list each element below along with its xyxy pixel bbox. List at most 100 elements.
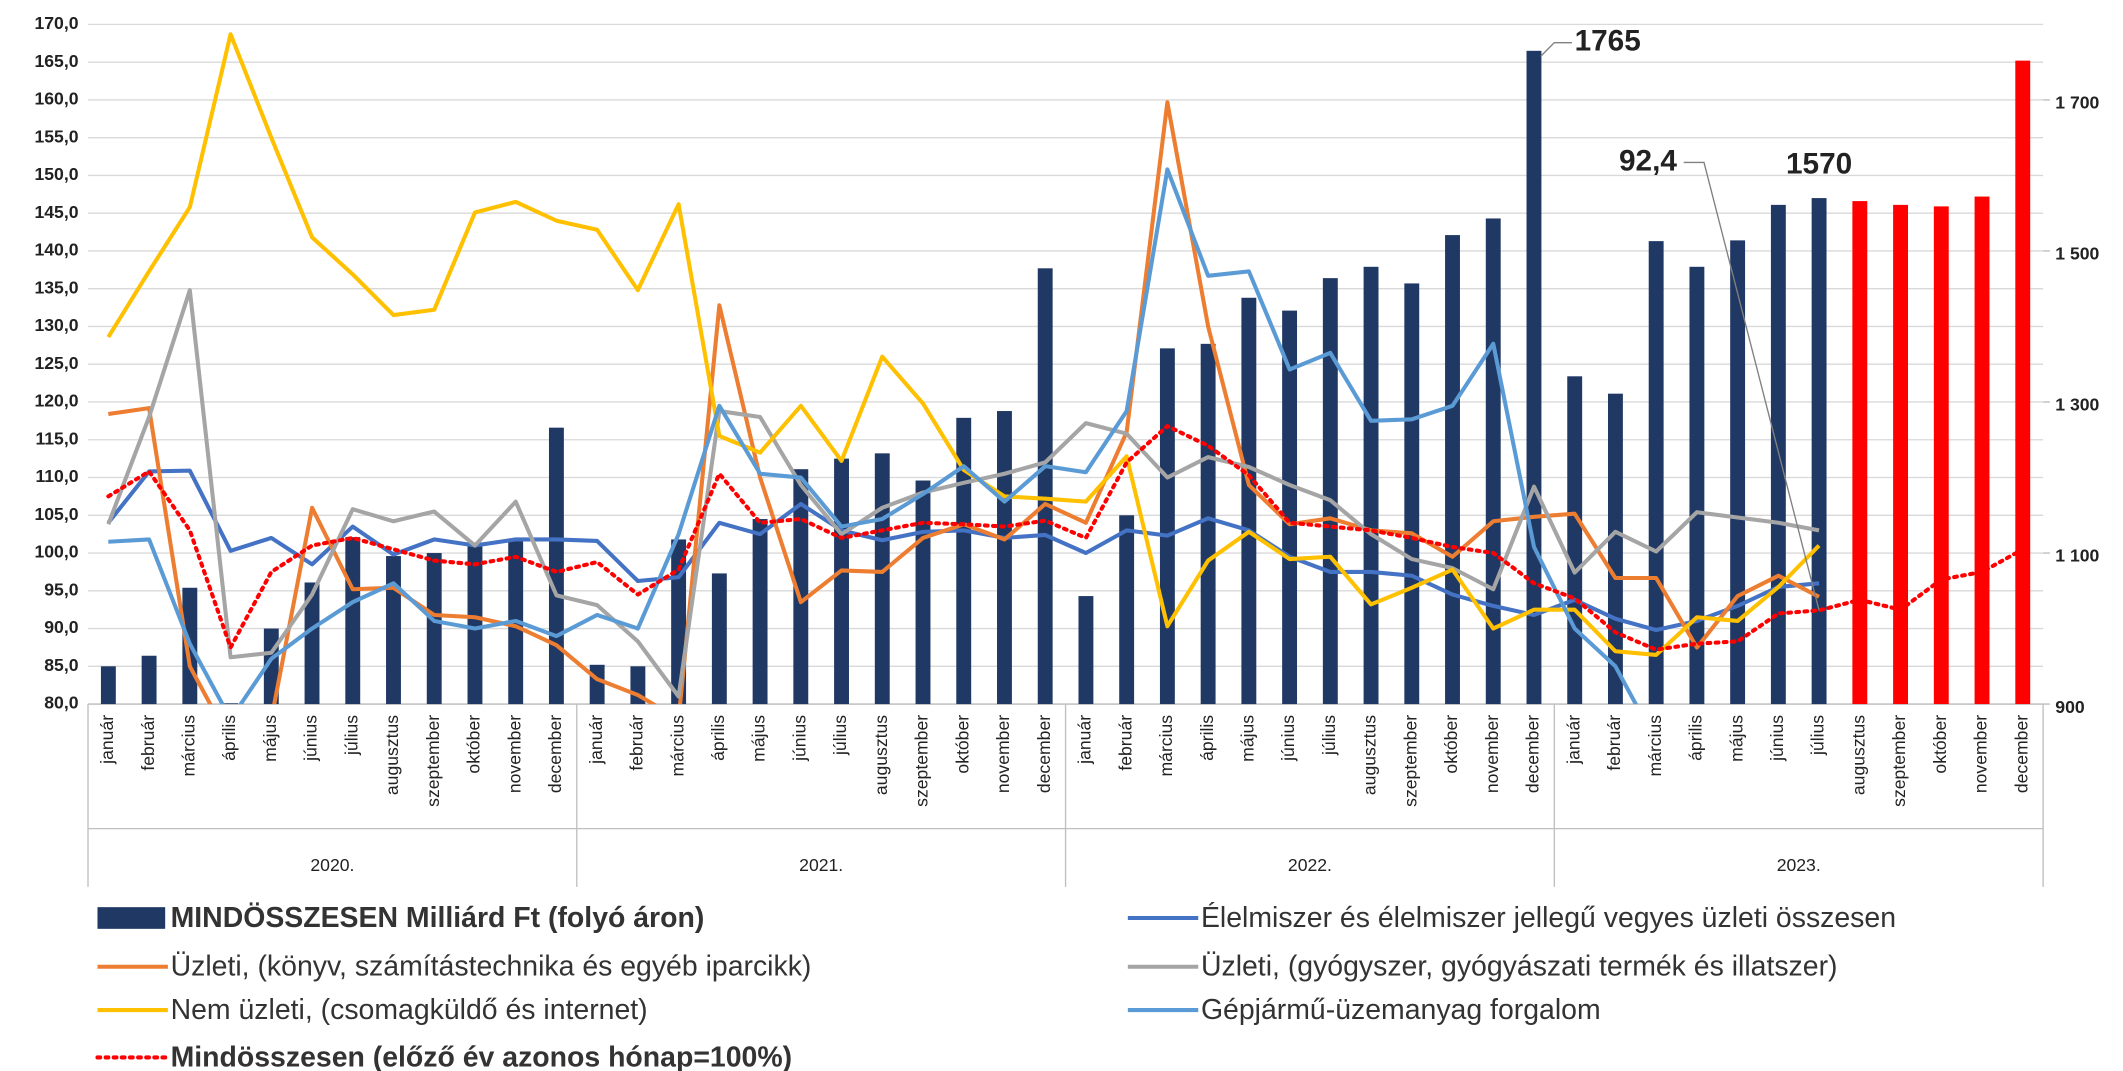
y-tick-label: 100,0 bbox=[34, 542, 78, 562]
bar bbox=[1322, 278, 1338, 705]
x-tick-label: június bbox=[1278, 715, 1298, 762]
x-tick-label: június bbox=[301, 715, 321, 762]
x-tick-label: január bbox=[97, 715, 117, 765]
line bbox=[108, 167, 1639, 705]
y-tick-label: 130,0 bbox=[34, 315, 78, 335]
x-tick-label: február bbox=[1604, 715, 1624, 771]
bar bbox=[100, 666, 116, 705]
y2-tick-label: 1 100 bbox=[2055, 546, 2099, 566]
x-tick-label: június bbox=[1767, 715, 1787, 762]
bar bbox=[1648, 241, 1664, 705]
bar bbox=[1078, 596, 1094, 705]
y-tick-label: 160,0 bbox=[34, 89, 78, 109]
line bbox=[106, 288, 1820, 699]
x-tick-label: október bbox=[1930, 715, 1950, 774]
x-tick-label: január bbox=[586, 715, 606, 765]
x-tick-label: március bbox=[178, 715, 198, 777]
bar bbox=[1689, 266, 1705, 705]
bar bbox=[1119, 515, 1135, 705]
y-tick-label: 140,0 bbox=[34, 240, 78, 260]
x-tick-label: október bbox=[464, 715, 484, 774]
y-tick-label: 105,0 bbox=[34, 504, 78, 524]
leader bbox=[1683, 161, 1820, 611]
x-tick-label: március bbox=[1645, 715, 1665, 777]
bar bbox=[589, 664, 605, 705]
x-tick-label: december bbox=[1034, 715, 1054, 793]
x-tick-label: május bbox=[1726, 715, 1746, 762]
bar bbox=[956, 417, 972, 705]
bar bbox=[1567, 376, 1583, 705]
x-tick-label: október bbox=[1441, 715, 1461, 774]
y-tick-label: 120,0 bbox=[34, 391, 78, 411]
x-tick-label: július bbox=[1319, 715, 1339, 756]
y2-tick-label: 900 bbox=[2055, 697, 2085, 717]
x-tick-label: július bbox=[1808, 715, 1828, 756]
y-tick-label: 85,0 bbox=[44, 655, 78, 675]
bar bbox=[793, 469, 809, 705]
x-tick-label: április bbox=[219, 715, 239, 761]
x-tick-label: november bbox=[1482, 715, 1502, 793]
bar bbox=[304, 582, 320, 705]
x-tick-label: június bbox=[789, 715, 809, 762]
lines bbox=[106, 32, 2025, 705]
y-tick-label: 135,0 bbox=[34, 277, 78, 297]
x-tick-label: március bbox=[667, 715, 687, 777]
legend-label: Mindösszesen (előző év azonos hónap=100%… bbox=[171, 1041, 792, 1071]
x-tick-label: december bbox=[545, 715, 565, 793]
x-tick-label: augusztus bbox=[1848, 715, 1868, 795]
x-tick-label: április bbox=[1197, 715, 1217, 761]
x-tick-label: július bbox=[830, 715, 850, 756]
bar bbox=[915, 480, 931, 705]
bar bbox=[386, 556, 401, 705]
y-tick-label: 80,0 bbox=[44, 693, 78, 713]
bar bbox=[548, 427, 564, 705]
y-tick-label: 115,0 bbox=[35, 428, 78, 448]
legend-label: Nem üzleti, (csomagküldő és internet) bbox=[171, 994, 648, 1026]
x-tick-label: augusztus bbox=[382, 715, 402, 795]
x-tick-label: november bbox=[1971, 715, 1991, 793]
y-tick-label: 90,0 bbox=[44, 617, 78, 637]
legend-label: Üzleti, (könyv, számítástechnika és egyé… bbox=[171, 951, 812, 983]
y-tick-label: 125,0 bbox=[34, 353, 78, 373]
x-tick-label: november bbox=[993, 715, 1013, 793]
x-tick-label: január bbox=[1563, 715, 1583, 765]
bar bbox=[1363, 266, 1379, 705]
y-tick-label: 145,0 bbox=[34, 202, 78, 222]
x-tick-label: július bbox=[341, 715, 361, 756]
bar bbox=[1485, 218, 1501, 705]
x-tick-label: január bbox=[1075, 715, 1095, 765]
bar bbox=[1730, 240, 1746, 705]
y2-tick-label: 1 300 bbox=[2055, 395, 2099, 415]
bar bbox=[1159, 348, 1175, 705]
bar bbox=[141, 655, 157, 705]
legend-label: Üzleti, (gyógyszer, gyógyászati termék é… bbox=[1201, 951, 1838, 983]
legend-label: Élelmiszer és élelmiszer jellegű vegyes … bbox=[1201, 902, 1896, 934]
bar bbox=[752, 519, 768, 705]
x-tick-label: április bbox=[708, 715, 728, 761]
bar bbox=[1282, 310, 1298, 705]
x-tick-label: december bbox=[2011, 715, 2031, 793]
x-tick-label: szeptember bbox=[912, 715, 932, 807]
legend-swatch bbox=[97, 907, 166, 929]
bar bbox=[223, 703, 239, 705]
bar bbox=[1974, 196, 1990, 705]
legend-label: Gépjármű-üzemanyag forgalom bbox=[1201, 994, 1601, 1026]
x-tick-label: szeptember bbox=[1889, 715, 1909, 807]
bar bbox=[1200, 343, 1216, 705]
x-tick-label: október bbox=[952, 715, 972, 774]
bar bbox=[467, 542, 483, 705]
bar bbox=[1852, 201, 1868, 705]
y-tick-label: 170,0 bbox=[34, 13, 78, 33]
bar bbox=[426, 553, 442, 705]
bar bbox=[1404, 283, 1420, 705]
x-tick-label: május bbox=[749, 715, 769, 762]
bar bbox=[1445, 235, 1460, 705]
data-label: 1765 bbox=[1575, 25, 1641, 58]
y2-tick-label: 1 700 bbox=[2055, 93, 2099, 113]
bar bbox=[1933, 206, 1949, 705]
x-tick-label: december bbox=[1523, 715, 1543, 793]
group-label: 2020. bbox=[310, 855, 354, 875]
bar bbox=[1241, 297, 1257, 705]
bar bbox=[1037, 268, 1053, 705]
